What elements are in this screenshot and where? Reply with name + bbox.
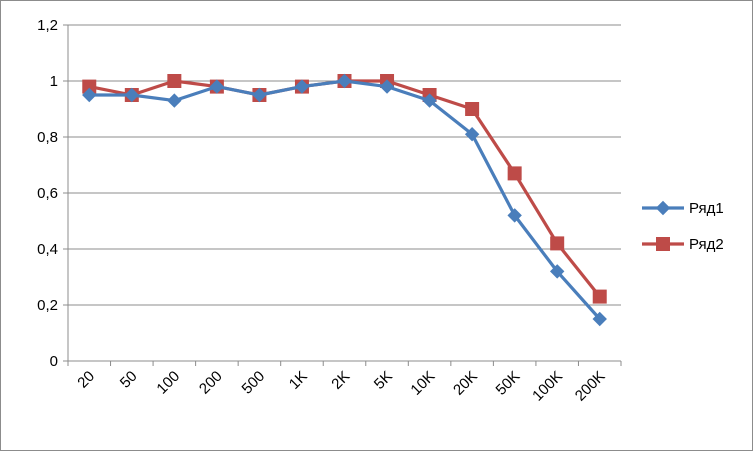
y-tick-label: 0,8 [37,129,58,146]
y-tick-label: 0,6 [37,185,58,202]
data-point [507,166,522,181]
data-point [550,236,565,251]
x-tick-label: 20 [74,368,98,392]
x-tick-label: 50 [117,368,141,392]
data-point [124,87,140,103]
legend-marker [655,200,671,216]
y-tick-label: 0 [50,353,58,370]
data-point [464,126,480,142]
axes [63,24,622,366]
x-tick-label: 200 [196,368,226,398]
x-tick-label: 10K [408,368,439,399]
data-point [592,289,607,304]
y-axis-ticks: 0 0,2 0,4 0,6 0,8 1 1,2 [37,17,58,370]
series-line [89,79,601,321]
data-point [549,264,565,279]
x-tick-label: 2K [328,368,353,393]
legend-item-1: Ряд1 [642,200,724,217]
data-point [82,87,97,103]
x-tick-label: 100 [153,368,183,398]
x-tick-label: 500 [239,368,269,398]
legend-item-2: Ряд2 [642,236,724,253]
x-tick-label: 200K [572,368,609,405]
x-tick-label: 20K [450,368,481,399]
data-point [422,93,437,108]
legend: Ряд1 Ряд2 [642,200,724,253]
data-point [167,93,182,108]
data-point [592,311,607,327]
legend-label: Ряд1 [689,200,724,217]
x-tick-label: 5K [371,368,396,393]
x-tick-label: 50K [493,368,524,399]
data-point [507,208,522,223]
data-point [379,79,395,94]
series [82,73,607,327]
data-point [252,87,267,103]
data-point [167,74,182,88]
data-point [465,102,480,116]
y-tick-label: 0,2 [37,297,58,314]
series-2 [82,74,607,304]
data-point [337,73,352,89]
data-point [294,79,310,94]
y-tick-label: 0,4 [37,241,58,258]
series-1 [82,73,607,327]
x-tick-label: 1K [286,368,311,393]
x-axis-ticks: 20 50 100 200 500 1K 2K 5K 10K 20K 50K 100K 200K [74,368,608,405]
y-tick-label: 1,2 [37,17,58,34]
y-tick-label: 1 [50,73,58,90]
legend-label: Ряд2 [689,236,724,253]
series-line [88,79,601,298]
legend-marker [656,237,670,251]
x-tick-label: 100K [529,368,566,405]
data-point [209,79,225,94]
gridlines [68,24,621,306]
